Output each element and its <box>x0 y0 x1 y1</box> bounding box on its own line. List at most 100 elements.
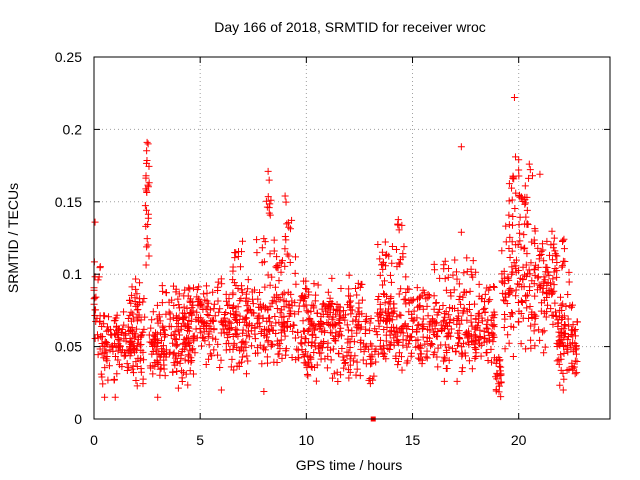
data-point <box>240 347 248 355</box>
data-point <box>251 330 259 338</box>
data-point <box>498 270 506 278</box>
data-point <box>526 166 534 174</box>
data-point <box>224 302 232 310</box>
data-point <box>232 325 240 333</box>
data-point <box>553 357 561 365</box>
data-point <box>113 331 121 339</box>
data-point <box>276 295 284 303</box>
data-point <box>508 270 516 278</box>
data-point <box>144 221 152 229</box>
data-point <box>144 241 152 249</box>
data-point <box>204 299 212 307</box>
data-point <box>199 333 207 341</box>
data-point <box>180 292 188 300</box>
data-point <box>98 339 106 347</box>
data-point <box>418 291 426 299</box>
data-point <box>539 328 547 336</box>
data-point <box>232 311 240 319</box>
data-point <box>205 312 213 320</box>
data-point <box>442 364 450 372</box>
data-point <box>169 339 177 347</box>
data-point <box>508 196 516 204</box>
data-point <box>559 342 567 350</box>
data-point <box>398 221 406 229</box>
data-point <box>182 313 190 321</box>
data-point <box>289 327 297 335</box>
data-point <box>307 363 315 371</box>
data-point <box>430 292 438 300</box>
data-point <box>555 337 563 345</box>
data-point <box>167 323 175 331</box>
data-point <box>140 356 148 364</box>
data-point <box>214 340 222 348</box>
data-point <box>317 313 325 321</box>
data-point <box>245 333 253 341</box>
y-axis-label: SRMTID / TECUs <box>5 183 21 293</box>
data-point <box>232 331 240 339</box>
data-point <box>270 247 278 255</box>
data-point <box>112 314 120 322</box>
data-point <box>550 287 558 295</box>
data-point <box>559 237 567 245</box>
data-point <box>278 291 286 299</box>
data-point <box>446 315 454 323</box>
data-point <box>328 321 336 329</box>
data-point <box>272 298 280 306</box>
data-point <box>107 331 115 339</box>
data-point <box>402 336 410 344</box>
data-point <box>531 292 539 300</box>
data-point <box>99 380 107 388</box>
data-point <box>558 325 566 333</box>
data-point <box>326 297 334 305</box>
data-point <box>458 343 466 351</box>
data-point <box>300 297 308 305</box>
data-point <box>225 295 233 303</box>
data-point <box>277 336 285 344</box>
data-point <box>162 346 170 354</box>
data-point <box>453 377 461 385</box>
data-point <box>144 183 152 191</box>
data-point <box>514 318 522 326</box>
data-point <box>469 257 477 265</box>
plot-frame <box>93 56 611 420</box>
data-point <box>253 236 261 244</box>
data-point <box>285 223 293 231</box>
data-point <box>100 354 108 362</box>
data-point <box>203 303 211 311</box>
data-point <box>261 346 269 354</box>
data-point <box>133 362 141 370</box>
x-tick-label: 10 <box>299 432 315 448</box>
data-point <box>445 264 453 272</box>
data-point <box>201 337 209 345</box>
data-point <box>330 370 338 378</box>
data-point <box>268 340 276 348</box>
data-point <box>390 341 398 349</box>
data-point <box>319 344 327 352</box>
data-point <box>210 346 218 354</box>
data-point <box>392 355 400 363</box>
data-point <box>217 356 225 364</box>
data-point <box>236 312 244 320</box>
data-point <box>373 331 381 339</box>
data-point <box>123 360 131 368</box>
data-point <box>317 322 325 330</box>
data-point <box>337 324 345 332</box>
data-point <box>559 386 567 394</box>
data-point <box>426 326 434 334</box>
data-point <box>332 337 340 345</box>
data-point <box>113 327 121 335</box>
data-point <box>345 271 353 279</box>
data-point <box>175 301 183 309</box>
data-point <box>561 329 569 337</box>
data-point <box>264 193 272 201</box>
data-point <box>353 365 361 373</box>
data-point <box>166 310 174 318</box>
data-point <box>178 367 186 375</box>
data-point <box>517 298 525 306</box>
data-point <box>302 301 310 309</box>
data-point <box>521 271 529 279</box>
data-point <box>156 317 164 325</box>
data-point <box>447 292 455 300</box>
data-point <box>242 314 250 322</box>
data-point <box>208 352 216 360</box>
